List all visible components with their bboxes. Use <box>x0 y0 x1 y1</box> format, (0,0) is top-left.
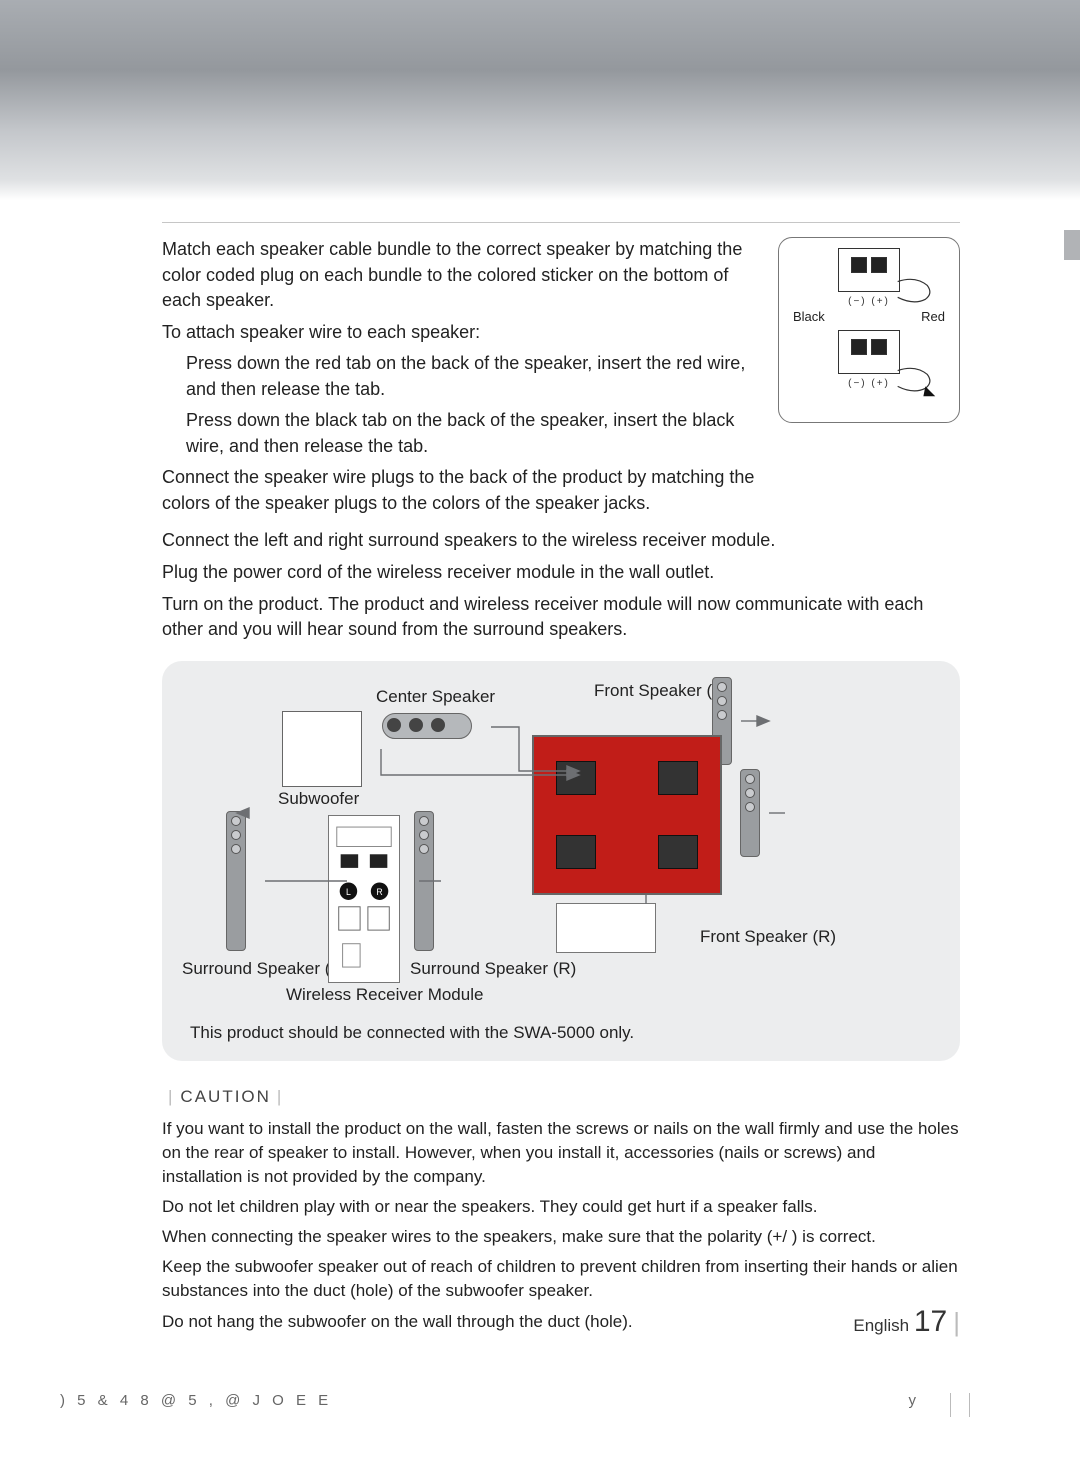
footer-code-right: y <box>909 1392 917 1409</box>
caution-item: Keep the subwoofer speaker out of reach … <box>162 1255 960 1303</box>
instruction-step: Turn on the product. The product and wir… <box>162 592 960 643</box>
instruction-step: Connect the speaker wire plugs to the ba… <box>162 465 760 516</box>
caution-list: If you want to install the product on th… <box>162 1117 960 1334</box>
caution-item: When connecting the speaker wires to the… <box>162 1225 960 1249</box>
instructions-block: Match each speaker cable bundle to the c… <box>162 237 760 522</box>
wire-label-black: Black <box>793 309 825 324</box>
connection-lines <box>162 661 960 1061</box>
instruction-substep: Press down the black tab on the back of … <box>186 408 760 459</box>
instructions-block-2: Connect the left and right surround spea… <box>162 528 960 642</box>
instruction-step: Connect the left and right surround spea… <box>162 528 960 554</box>
connection-diagram: Center Speaker Front Speaker (L) Front S… <box>162 661 960 1061</box>
language-label: English <box>853 1316 909 1335</box>
instruction-substep: Press down the red tab on the back of th… <box>186 351 760 402</box>
terminal-box-bottom <box>838 330 900 374</box>
terminal-box-top <box>838 248 900 292</box>
page-number-value: 17 <box>914 1305 947 1338</box>
top-rule <box>162 222 960 223</box>
footer-crop-marks <box>950 1393 970 1417</box>
page-content: Match each speaker cable bundle to the c… <box>0 200 1080 1334</box>
instruction-step: Plug the power cord of the wireless rece… <box>162 560 960 586</box>
wire-label-red: Red <box>921 309 945 324</box>
header-banner <box>0 0 1080 200</box>
instruction-step: Match each speaker cable bundle to the c… <box>162 237 760 314</box>
caution-heading-text: CAUTION <box>180 1087 271 1106</box>
polarity-label-top: (−) (+) <box>779 296 959 307</box>
footer-code-left: ) 5 & 4 8 @ 5 , @ J O E E <box>60 1392 332 1409</box>
caution-item: Do not let children play with or near th… <box>162 1195 960 1219</box>
caution-item: If you want to install the product on th… <box>162 1117 960 1189</box>
caution-heading: |CAUTION| <box>162 1087 960 1107</box>
wire-color-diagram: (−) (+) Black Red (−) (+) <box>778 237 960 423</box>
page-number: English 17| <box>853 1305 960 1339</box>
polarity-label-bottom: (−) (+) <box>779 378 959 389</box>
instruction-step: To attach speaker wire to each speaker: <box>162 320 760 346</box>
caution-item: Do not hang the subwoofer on the wall th… <box>162 1310 960 1334</box>
